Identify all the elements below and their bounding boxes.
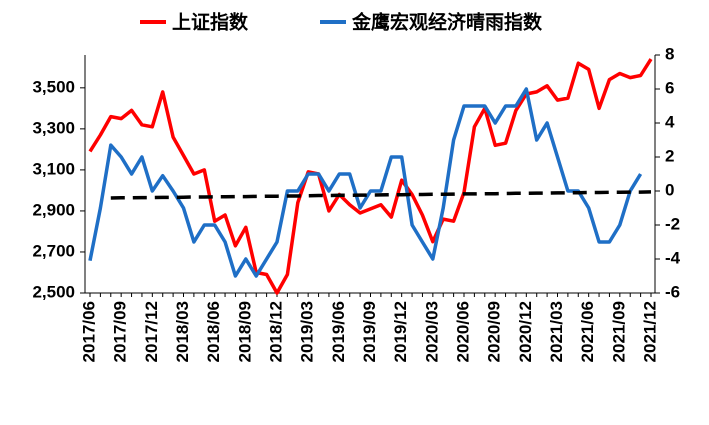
x-tick-label: 2019/03 bbox=[298, 301, 317, 362]
y2-tick-label: 8 bbox=[665, 44, 674, 63]
x-tick-label: 2017/06 bbox=[79, 301, 98, 362]
x-tick-label: 2018/03 bbox=[173, 301, 192, 362]
y2-tick-label: 0 bbox=[665, 180, 674, 199]
y2-tick-label: -4 bbox=[665, 248, 681, 267]
x-tick-label: 2021/09 bbox=[609, 301, 628, 362]
x-tick-label: 2019/12 bbox=[391, 301, 410, 362]
y-tick-label: 2,700 bbox=[32, 241, 75, 260]
trend-line bbox=[110, 190, 652, 200]
y-tick-label: 3,500 bbox=[32, 77, 75, 96]
x-tick-label: 2020/03 bbox=[422, 301, 441, 362]
y-tick-label: 3,300 bbox=[32, 118, 75, 137]
legend-label: 上证指数 bbox=[172, 11, 249, 34]
x-tick-label: 2020/09 bbox=[485, 301, 504, 362]
x-tick-label: 2018/12 bbox=[266, 301, 285, 362]
x-tick-label: 2019/06 bbox=[329, 301, 348, 362]
x-tick-label: 2018/09 bbox=[235, 301, 254, 362]
x-tick-label: 2019/09 bbox=[360, 301, 379, 362]
legend-label: 金鹰宏观经济晴雨指数 bbox=[351, 11, 543, 34]
x-tick-label: 2020/06 bbox=[453, 301, 472, 362]
y2-tick-label: 4 bbox=[665, 112, 675, 131]
x-tick-label: 2021/03 bbox=[547, 301, 566, 362]
y-tick-label: 2,500 bbox=[32, 282, 75, 301]
y2-tick-label: -6 bbox=[665, 282, 680, 301]
y2-tick-label: 6 bbox=[665, 78, 674, 97]
x-tick-label: 2018/06 bbox=[204, 301, 223, 362]
x-tick-label: 2020/12 bbox=[516, 301, 535, 362]
series-line bbox=[88, 87, 643, 278]
x-tick-label: 2021/06 bbox=[578, 301, 597, 362]
x-tick-label: 2021/12 bbox=[640, 301, 659, 362]
x-tick-label: 2017/09 bbox=[111, 301, 130, 362]
y-tick-label: 3,100 bbox=[32, 159, 75, 178]
x-tick-label: 2017/12 bbox=[142, 301, 161, 362]
series-line bbox=[88, 58, 653, 295]
y2-tick-label: 2 bbox=[665, 146, 674, 165]
y2-tick-label: -2 bbox=[665, 214, 680, 233]
y-tick-label: 2,900 bbox=[32, 200, 75, 219]
